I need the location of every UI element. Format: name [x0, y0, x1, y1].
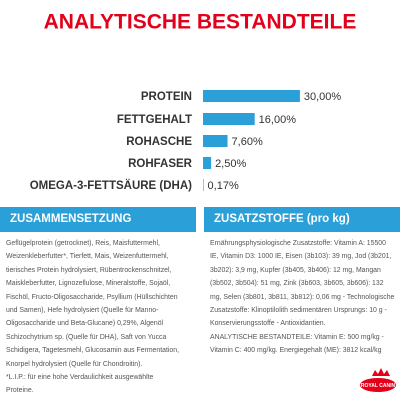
section: ZUSATZSTOFFE (pro kg) Ernährungsphysiolog…	[204, 207, 400, 358]
value-label: 16,00%	[259, 114, 297, 126]
text-line: Proteine.	[6, 387, 34, 395]
text-line: *L.I.P.: für eine hohe Verdaulichkeit au…	[6, 373, 154, 381]
value-label: 2,50%	[215, 158, 246, 170]
bar	[203, 179, 204, 191]
text-line: tierisches Protein hydrolysiert, Rübentr…	[6, 266, 172, 274]
text-line: Geflügelprotein (getrocknet), Reis, Mais…	[6, 240, 160, 247]
text-line: Vitamin C: 400 mg/kg. Energiegehalt (ME)…	[210, 347, 382, 355]
logo-crown	[372, 368, 390, 376]
text-line: Schizochytrium sp. (Quelle für DHA), Saf…	[6, 333, 167, 341]
category-label: FETTGEHALT	[117, 114, 192, 126]
logo-text: ROYAL CANIN	[361, 383, 396, 389]
text-line: Fischöl, Fructo-Oligosaccharide, Psylliu…	[6, 293, 178, 301]
section-body: Ernährungsphysiologische Zusatzstoffe: V…	[204, 232, 400, 358]
text-line: mg, Selen (3b801, 3b811, 3b812): 0,06 mg…	[210, 293, 395, 301]
text-line: Konservierungsstoffe - Antioxidantien.	[210, 320, 326, 328]
value-label: 30,00%	[304, 91, 342, 103]
section-title: ZUSATZSTOFFE (pro kg)	[204, 207, 400, 232]
text-line: Ernährungsphysiologische Zusatzstoffe: V…	[210, 240, 386, 247]
text-line: Knorpel hydrolysiert (Quelle für Chondro…	[6, 360, 143, 368]
section-body: Geflügelprotein (getrocknet), Reis, Mais…	[0, 232, 196, 398]
text-line: Oligosaccharide und Beta-Glucane) 0,29%,…	[6, 320, 164, 328]
bar	[203, 157, 212, 169]
logo-badge	[360, 378, 396, 392]
text-line: Schidigera, Tagetesmehl, Glucosamin aus …	[6, 347, 179, 355]
text-line: Maiskleberfutter, Lignozellulose, Minera…	[6, 280, 171, 288]
text-line: 3b202): 3,9 mg, Kupfer (3b405, 3b406): 1…	[210, 266, 381, 274]
text-line: ANALYTISCHE BESTANDTEILE: Vitamin E: 500…	[210, 333, 384, 341]
text-line: (3b502, 3b504): 51 mg, Zink (3b603, 3b60…	[210, 280, 384, 288]
category-label: OMEGA-3-FETTSÄURE (DHA)	[30, 179, 192, 192]
section-title: ZUSAMMENSETZUNG	[0, 207, 196, 232]
chart: ANALYTISCHE BESTANDTEILE PROTEIN 30,00% FE…	[30, 11, 357, 192]
bar	[203, 90, 300, 102]
value-label: 7,60%	[232, 136, 263, 148]
logo: ROYAL CANIN	[360, 368, 396, 392]
bar	[203, 113, 255, 125]
bar	[203, 135, 228, 147]
text-line: IE, Vitamin D3: 1000 IE, Eisen (3b103): …	[210, 253, 392, 261]
category-label: PROTEIN	[141, 91, 192, 103]
text-line: Zusatzstoffe: Klinoptilolith sedimentäre…	[210, 306, 387, 314]
value-label: 0,17%	[208, 180, 239, 192]
section: ZUSAMMENSETZUNG Geflügelprotein (getrockn…	[0, 207, 196, 398]
category-label: ROHFASER	[128, 158, 193, 170]
chart-title: ANALYTISCHE BESTANDTEILE	[44, 11, 357, 34]
text-line: Weizenkleberfutter*, Tierfett, Mais, Wei…	[6, 253, 169, 261]
text-line: und Samen), Hefe hydrolysiert (Quelle fü…	[6, 306, 159, 314]
category-label: ROHASCHE	[126, 136, 192, 148]
